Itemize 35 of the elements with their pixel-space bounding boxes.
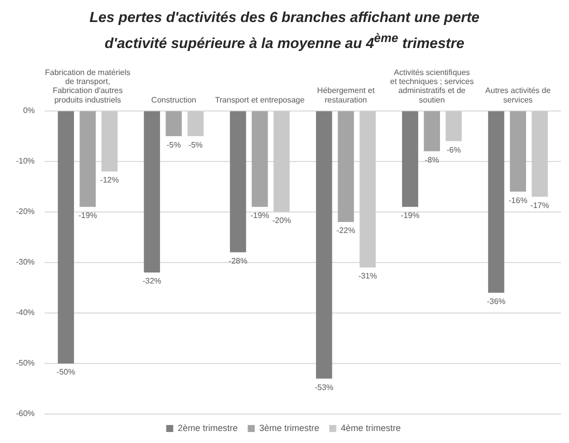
- data-label: -12%: [100, 176, 119, 185]
- data-label: -36%: [486, 296, 506, 306]
- data-label: -17%: [530, 200, 550, 210]
- data-label: -28%: [228, 256, 248, 266]
- chart-title: Les pertes d'activités des 6 branches affichant une perte d'activité supérieure à la moyenne au 4$^{ème}$ trimestre: [88, 9, 480, 54]
- x-tick-label: Autres activités de services: [485, 86, 552, 104]
- data-label: -32%: [142, 276, 162, 286]
- y-tick-label: -50%: [16, 358, 35, 368]
- data-label: -6%: [446, 145, 461, 154]
- data-label: -31%: [358, 272, 378, 281]
- legend-label: 3ème trimestre: [259, 422, 320, 433]
- data-label: -16%: [508, 196, 528, 205]
- x-tick-label: Activités scientifiques et techniques ; services administratifs et de soutien: [390, 68, 474, 104]
- data-label: -19%: [78, 211, 98, 220]
- data-label: -20%: [272, 216, 291, 226]
- legend-label: 2ème trimestre: [178, 422, 238, 433]
- data-label: -5%: [166, 140, 181, 150]
- y-tick-label: -60%: [16, 409, 35, 418]
- y-tick-label: -30%: [16, 258, 35, 267]
- data-label: -22%: [336, 226, 356, 236]
- x-tick-label: Fabrication de matériels de transport, Fabrication d'autres produits industriels: [45, 68, 130, 104]
- data-label: -5%: [188, 140, 203, 150]
- y-tick-label: -10%: [16, 156, 35, 166]
- data-label: -19%: [250, 211, 270, 220]
- data-label: -53%: [314, 382, 334, 392]
- data-label: -8%: [424, 155, 440, 164]
- x-tick-label: Construction: [151, 95, 196, 104]
- y-tick-label: 0%: [23, 106, 35, 116]
- y-tick-label: -20%: [16, 207, 35, 216]
- y-tick-label: -40%: [16, 308, 35, 318]
- x-tick-label: Hébergement et restauration: [317, 86, 376, 104]
- legend-label: 4ème trimestre: [340, 422, 401, 433]
- x-tick-label: Transport et entreposage: [215, 95, 306, 104]
- data-label: -19%: [400, 211, 420, 220]
- data-label: -50%: [56, 368, 76, 377]
